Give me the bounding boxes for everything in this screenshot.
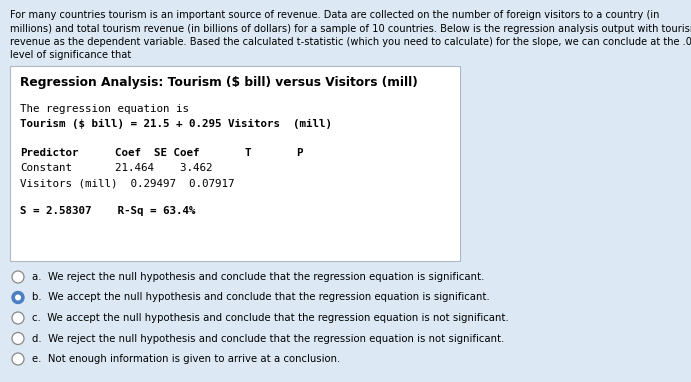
Text: For many countries tourism is an important source of revenue. Data are collected: For many countries tourism is an importa… [10, 10, 659, 20]
Text: e.  Not enough information is given to arrive at a conclusion.: e. Not enough information is given to ar… [32, 354, 340, 364]
Text: revenue as the dependent variable. Based the calculated t-statistic (which you n: revenue as the dependent variable. Based… [10, 37, 691, 47]
Text: Constant: Constant [20, 163, 72, 173]
Text: millions) and total tourism revenue (in billions of dollars) for a sample of 10 : millions) and total tourism revenue (in … [10, 24, 691, 34]
Text: The regression equation is: The regression equation is [20, 104, 189, 114]
Text: c.  We accept the null hypothesis and conclude that the regression equation is n: c. We accept the null hypothesis and con… [32, 313, 509, 323]
Text: Coef  SE Coef       T       P: Coef SE Coef T P [115, 148, 303, 158]
Text: Regression Analysis: Tourism ($ bill) versus Visitors (mill): Regression Analysis: Tourism ($ bill) ve… [20, 76, 418, 89]
FancyBboxPatch shape [10, 66, 460, 261]
Circle shape [12, 332, 24, 345]
Text: d.  We reject the null hypothesis and conclude that the regression equation is n: d. We reject the null hypothesis and con… [32, 333, 504, 343]
Circle shape [12, 271, 24, 283]
Text: S = 2.58307    R-Sq = 63.4%: S = 2.58307 R-Sq = 63.4% [20, 206, 196, 216]
Text: Tourism ($ bill) = 21.5 + 0.295 Visitors  (mill): Tourism ($ bill) = 21.5 + 0.295 Visitors… [20, 119, 332, 129]
Circle shape [12, 291, 24, 304]
Circle shape [12, 353, 24, 365]
Text: Visitors (mill)  0.29497  0.07917: Visitors (mill) 0.29497 0.07917 [20, 178, 234, 188]
Text: a.  We reject the null hypothesis and conclude that the regression equation is s: a. We reject the null hypothesis and con… [32, 272, 484, 282]
Text: Predictor: Predictor [20, 148, 79, 158]
Circle shape [12, 312, 24, 324]
Text: b.  We accept the null hypothesis and conclude that the regression equation is s: b. We accept the null hypothesis and con… [32, 293, 490, 303]
Text: 21.464    3.462: 21.464 3.462 [115, 163, 213, 173]
Circle shape [15, 295, 21, 301]
Text: level of significance that: level of significance that [10, 50, 131, 60]
